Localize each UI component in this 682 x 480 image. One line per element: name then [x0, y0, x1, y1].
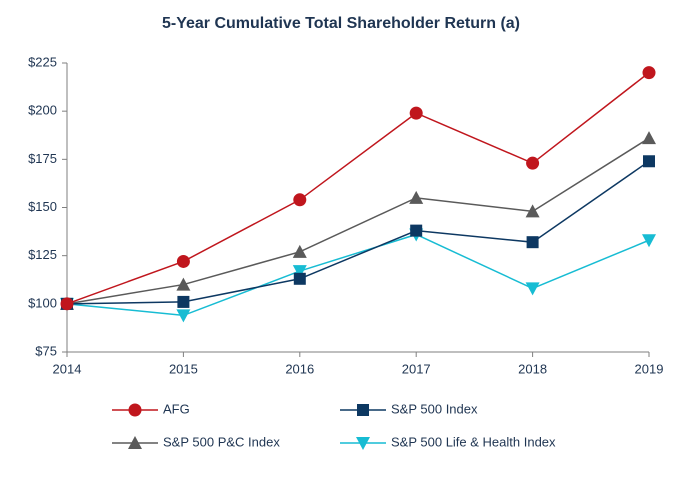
legend-marker — [128, 436, 142, 449]
x-tick-label: 2018 — [518, 361, 547, 376]
x-tick-label: 2019 — [635, 361, 664, 376]
marker — [176, 277, 191, 291]
legend-marker — [128, 403, 142, 417]
marker — [409, 190, 424, 204]
marker — [177, 295, 190, 308]
legend-label: S&P 500 Index — [391, 401, 478, 416]
y-tick-label: $200 — [28, 103, 57, 118]
series-line — [66, 137, 650, 305]
marker — [176, 254, 190, 268]
series-line — [66, 72, 650, 305]
marker — [526, 156, 540, 170]
series-line — [66, 233, 650, 317]
marker — [410, 224, 423, 237]
legend-marker — [357, 404, 369, 416]
marker — [642, 131, 656, 145]
marker — [642, 66, 656, 80]
x-tick-label: 2015 — [169, 361, 198, 376]
marker — [293, 193, 307, 207]
marker — [409, 106, 423, 120]
x-tick-label: 2014 — [53, 361, 82, 376]
marker — [525, 204, 540, 218]
marker — [292, 244, 307, 258]
y-tick-label: $125 — [28, 247, 57, 262]
y-tick-label: $225 — [28, 54, 57, 69]
legend-label: S&P 500 P&C Index — [163, 434, 280, 449]
marker — [176, 309, 191, 323]
marker — [292, 265, 307, 279]
marker — [525, 282, 540, 296]
legend-label: S&P 500 Life & Health Index — [391, 434, 556, 449]
x-tick-label: 2016 — [285, 361, 314, 376]
legend-marker — [356, 437, 370, 450]
series-line — [66, 160, 650, 305]
marker — [642, 234, 656, 248]
marker — [526, 236, 539, 249]
y-tick-label: $75 — [35, 343, 57, 358]
y-tick-label: $175 — [28, 151, 57, 166]
chart-title: 5-Year Cumulative Total Shareholder Retu… — [162, 15, 520, 32]
marker — [643, 155, 655, 168]
y-tick-label: $150 — [28, 199, 57, 214]
marker — [60, 297, 74, 311]
marker — [293, 272, 306, 285]
x-tick-label: 2017 — [402, 361, 431, 376]
legend-label: AFG — [163, 401, 190, 416]
y-tick-label: $100 — [28, 295, 57, 310]
